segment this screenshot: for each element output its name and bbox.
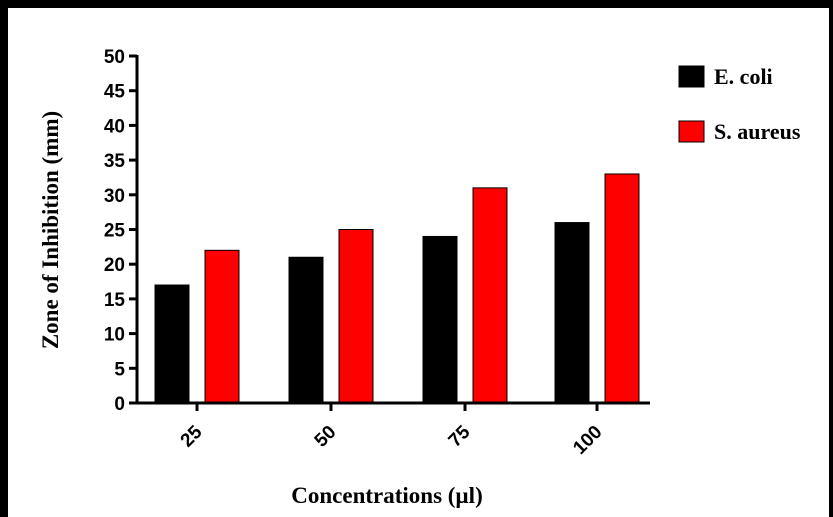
y-tick-label: 45 — [104, 82, 126, 103]
y-tick-label: 30 — [104, 186, 125, 207]
x-tick-label: 25 — [177, 421, 207, 451]
bar-e-coli-75 — [422, 235, 458, 404]
x-tick-label: 75 — [445, 421, 475, 451]
y-tick-label: 15 — [104, 290, 126, 311]
y-tick-label: 50 — [104, 47, 125, 68]
bar-e-coli-25 — [154, 284, 190, 404]
x-axis-ticks: 25 50 75 100 — [177, 403, 607, 459]
bar-s-aureus-100 — [604, 173, 640, 404]
y-axis-label: Zone of Inhibition (mm) — [38, 111, 63, 349]
x-axis-label: Concentrations (µl) — [291, 483, 482, 508]
bar-s-aureus-75 — [472, 187, 508, 404]
x-tick-label: 100 — [569, 422, 606, 459]
bar-s-aureus-50 — [338, 229, 374, 404]
legend-label-s-aureus: S. aureus — [714, 119, 801, 144]
y-tick-label: 20 — [104, 255, 125, 276]
legend-swatch-s-aureus — [678, 120, 705, 143]
x-tick-label: 50 — [311, 422, 341, 452]
y-tick-label: 5 — [114, 359, 125, 380]
y-axis-ticks: 0 5 10 15 20 25 30 35 40 45 50 — [104, 47, 137, 415]
y-tick-label: 10 — [104, 325, 125, 346]
bar-s-aureus-25 — [204, 249, 240, 404]
y-tick-label: 35 — [104, 151, 126, 172]
y-tick-label: 0 — [114, 394, 125, 415]
y-tick-label: 25 — [104, 221, 126, 242]
legend-label-e-coli: E. coli — [714, 64, 773, 89]
bar-e-coli-50 — [288, 256, 324, 404]
y-tick-label: 40 — [104, 116, 125, 137]
legend: E. coli S. aureus — [678, 64, 801, 144]
bar-e-coli-100 — [554, 222, 590, 404]
bars — [154, 173, 640, 404]
legend-swatch-e-coli — [678, 65, 705, 88]
